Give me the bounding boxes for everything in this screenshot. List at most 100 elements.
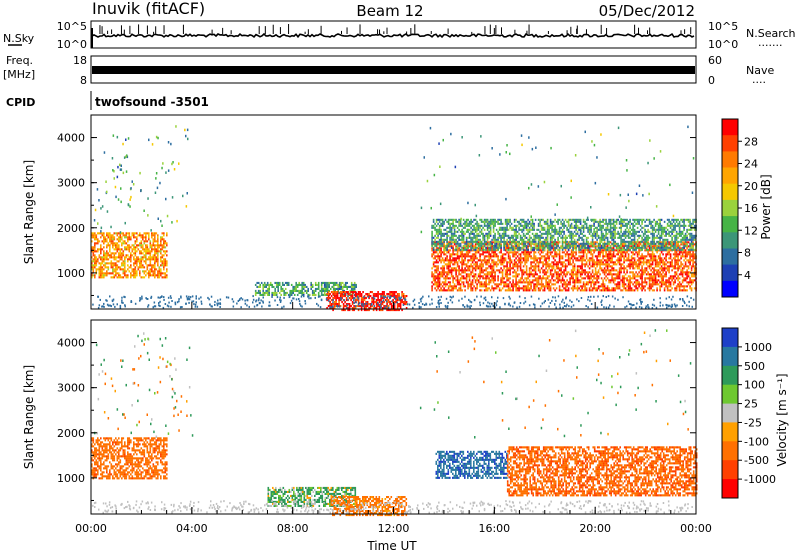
echo-cell [660, 269, 663, 272]
echo-cell [501, 287, 504, 290]
echo-cell [537, 265, 540, 268]
echo-cell [593, 263, 595, 266]
echo-cell [489, 271, 492, 274]
echo-cell [348, 307, 351, 310]
echo-cell [500, 222, 502, 225]
echo-cell [633, 261, 636, 264]
echo-cell [344, 301, 346, 304]
echo-cell [582, 277, 585, 280]
echo-cell [335, 291, 337, 294]
echo-cell [121, 264, 123, 267]
echo-cell [540, 246, 543, 249]
echo-cell [164, 262, 167, 265]
echo-cell [573, 263, 576, 266]
echo-cell [605, 251, 607, 254]
echo-cell [662, 271, 664, 274]
echo-cell [507, 218, 510, 221]
echo-cell [500, 255, 502, 258]
echo-cell [459, 269, 462, 272]
echo-cell [137, 234, 140, 237]
echo-cell [659, 257, 661, 260]
echo-cell [506, 247, 508, 250]
echo-cell [648, 255, 651, 258]
echo-cell [534, 236, 537, 239]
echo-cell [453, 253, 456, 256]
echo-cell [146, 240, 149, 243]
echo-cell [518, 240, 520, 243]
echo-cell [453, 224, 456, 227]
echo-cell [545, 271, 547, 274]
echo-cell [119, 276, 122, 279]
echo-cell [579, 285, 582, 288]
echo-cell [474, 251, 477, 254]
echo-cell [548, 267, 550, 270]
echo-cell [127, 238, 129, 241]
echo-cell [483, 244, 486, 247]
echo-cell [684, 251, 687, 254]
echo-cell [618, 281, 621, 284]
echo-cell [133, 246, 135, 249]
echo-cell [119, 248, 122, 251]
echo-cell [630, 257, 633, 260]
echo-cell [393, 297, 396, 300]
echo-cell [164, 264, 167, 267]
echo-cell [471, 238, 474, 241]
echo-cell [500, 283, 502, 286]
echo-cell [292, 289, 294, 292]
echo-cell [113, 242, 116, 245]
echo-cell [557, 281, 559, 284]
echo-cell [449, 241, 451, 244]
echo-cell [521, 220, 523, 223]
echo-cell [500, 236, 502, 239]
echo-cell [497, 277, 499, 280]
echo-cell [587, 259, 589, 262]
echo-cell [591, 269, 594, 272]
echo-cell [146, 264, 149, 267]
echo-cell [396, 303, 399, 306]
echo-cell [573, 287, 576, 290]
echo-cell [350, 297, 352, 300]
echo-cell [495, 253, 498, 256]
echo-cell [365, 297, 367, 300]
echo-cell [638, 281, 640, 284]
echo-cell [624, 251, 627, 254]
echo-cell [471, 249, 474, 252]
echo-cell [468, 224, 471, 227]
echo-cell [434, 281, 436, 284]
echo-cell [519, 257, 522, 260]
echo-cell [134, 274, 137, 277]
echo-cell [131, 254, 134, 257]
echo-cell [121, 238, 123, 241]
echo-cell [528, 226, 531, 229]
echo-cell [564, 281, 567, 284]
echo-cell [431, 275, 433, 278]
echo-cell [534, 263, 537, 266]
echo-cell [489, 275, 492, 278]
echo-cell [98, 232, 101, 235]
echo-cell [110, 266, 113, 269]
echo-cell [449, 257, 451, 260]
echo-cell [133, 258, 135, 261]
echo-cell [524, 222, 526, 225]
echo-cell [651, 277, 654, 280]
echo-cell [470, 222, 472, 225]
echo-cell [510, 289, 513, 292]
echo-cell [494, 275, 496, 278]
echo-cell [533, 261, 535, 264]
echo-cell [118, 244, 120, 247]
echo-cell [572, 289, 574, 292]
echo-cell [542, 226, 544, 229]
echo-cell [140, 250, 143, 253]
echo-cell [432, 242, 435, 245]
echo-cell [659, 253, 661, 256]
echo-cell [356, 305, 358, 308]
echo-cell [266, 287, 269, 290]
echo-cell [438, 281, 441, 284]
echo-cell [486, 261, 489, 264]
echo-cell [95, 256, 98, 259]
echo-cell [119, 236, 122, 239]
echo-cell [383, 307, 385, 310]
echo-cell [280, 285, 282, 288]
echo-cell [148, 272, 150, 275]
echo-cell [452, 247, 454, 250]
